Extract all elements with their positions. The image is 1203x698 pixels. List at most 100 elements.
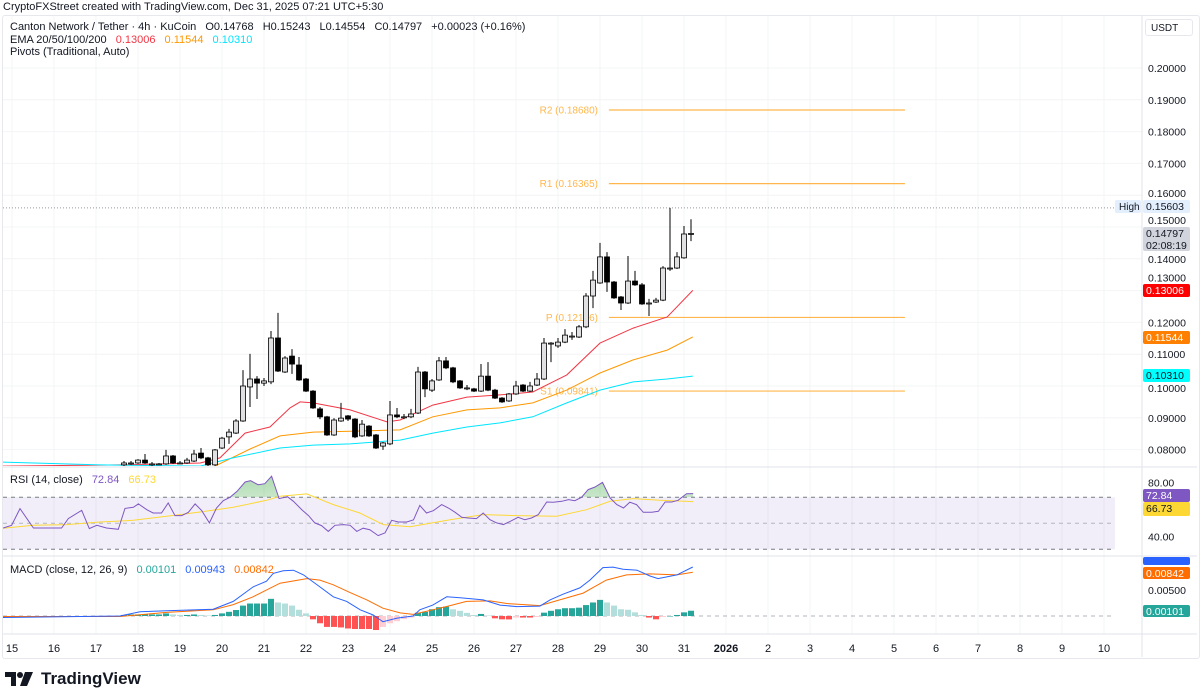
price-pane[interactable]: R2 (0.18680) R1 (0.16365) P (0.12156) S1 (0… bbox=[0, 105, 1115, 466]
currency-selector[interactable]: USDT bbox=[1145, 19, 1193, 36]
candle[interactable] bbox=[555, 337, 561, 348]
candle[interactable] bbox=[338, 402, 344, 422]
candle[interactable] bbox=[527, 381, 533, 393]
macd-label[interactable]: MACD (close, 12, 26, 9) bbox=[10, 564, 128, 576]
candle[interactable] bbox=[177, 461, 183, 465]
ema-label[interactable]: EMA 20/50/100/200 bbox=[10, 34, 107, 46]
candle[interactable] bbox=[205, 456, 211, 466]
candle[interactable] bbox=[639, 282, 645, 305]
candle[interactable] bbox=[548, 342, 554, 363]
candle[interactable] bbox=[471, 387, 477, 393]
candle[interactable] bbox=[492, 388, 498, 400]
candle[interactable] bbox=[478, 364, 484, 393]
candle[interactable] bbox=[646, 298, 652, 317]
candle[interactable] bbox=[296, 357, 302, 381]
candle[interactable] bbox=[163, 449, 169, 465]
candle[interactable] bbox=[394, 407, 400, 419]
candle[interactable] bbox=[583, 293, 589, 329]
candle[interactable] bbox=[380, 441, 386, 450]
candle[interactable] bbox=[247, 353, 253, 407]
macd-pane[interactable] bbox=[0, 566, 1115, 631]
candle[interactable] bbox=[513, 380, 519, 395]
pivots-label[interactable]: Pivots (Traditional, Auto) bbox=[10, 46, 130, 58]
candle[interactable] bbox=[569, 331, 575, 340]
candle[interactable] bbox=[534, 372, 540, 386]
candle[interactable] bbox=[317, 406, 323, 420]
candle[interactable] bbox=[562, 329, 568, 344]
candle[interactable] bbox=[268, 330, 274, 385]
candle[interactable] bbox=[226, 428, 232, 444]
candle[interactable] bbox=[429, 379, 435, 393]
candle[interactable] bbox=[625, 255, 631, 304]
chart-frame bbox=[2, 15, 1200, 659]
candle[interactable] bbox=[667, 207, 673, 271]
candle[interactable] bbox=[618, 296, 624, 310]
candle-body bbox=[457, 380, 463, 389]
candle[interactable] bbox=[156, 462, 162, 466]
candle[interactable] bbox=[366, 425, 372, 437]
ema50-badge: 0.11544 bbox=[1143, 331, 1190, 344]
candle[interactable] bbox=[275, 312, 281, 373]
candle[interactable] bbox=[261, 378, 267, 386]
candle[interactable] bbox=[415, 366, 421, 414]
candle[interactable] bbox=[352, 418, 358, 439]
candle[interactable] bbox=[184, 457, 190, 464]
candle[interactable] bbox=[450, 366, 456, 384]
candle[interactable] bbox=[135, 459, 141, 464]
candle[interactable] bbox=[233, 419, 239, 435]
candle[interactable] bbox=[590, 270, 596, 309]
candle[interactable] bbox=[387, 400, 393, 446]
axes[interactable]: 0.20000 0.19000 0.18000 0.17000 0.16000 0.150… bbox=[6, 63, 1186, 655]
rsi-label[interactable]: RSI (14, close) bbox=[10, 474, 83, 486]
candle[interactable] bbox=[254, 376, 260, 400]
candle[interactable] bbox=[121, 461, 127, 466]
candle-body bbox=[233, 420, 239, 434]
candle[interactable] bbox=[457, 379, 463, 389]
candle[interactable] bbox=[443, 357, 449, 370]
candle[interactable] bbox=[198, 448, 204, 460]
candle[interactable] bbox=[142, 454, 148, 464]
candle[interactable] bbox=[520, 384, 526, 393]
candle[interactable] bbox=[373, 434, 379, 449]
candle[interactable] bbox=[681, 226, 687, 259]
candle[interactable] bbox=[660, 266, 666, 302]
candle[interactable] bbox=[401, 413, 407, 420]
candle[interactable] bbox=[611, 281, 617, 299]
candle[interactable] bbox=[331, 418, 337, 436]
candle[interactable] bbox=[653, 297, 659, 304]
candle[interactable] bbox=[128, 461, 134, 465]
candle[interactable] bbox=[506, 392, 512, 402]
candle[interactable] bbox=[149, 462, 155, 466]
candle[interactable] bbox=[170, 455, 176, 464]
candle[interactable] bbox=[674, 252, 680, 269]
symbol-title[interactable]: Canton Network / Tether · 4h · KuCoin bbox=[10, 21, 197, 33]
time-axis-tick: 20 bbox=[216, 643, 228, 655]
candle[interactable] bbox=[688, 219, 694, 242]
candle[interactable] bbox=[219, 436, 225, 449]
candle[interactable] bbox=[359, 420, 365, 437]
candle[interactable] bbox=[485, 362, 491, 392]
candle[interactable] bbox=[212, 448, 218, 466]
candle[interactable] bbox=[191, 449, 197, 463]
candle[interactable] bbox=[289, 349, 295, 374]
candle[interactable] bbox=[632, 270, 638, 286]
candle[interactable] bbox=[422, 371, 428, 398]
ohlc-open: O0.14768 bbox=[205, 21, 254, 33]
candle[interactable] bbox=[464, 385, 470, 391]
rsi-pane[interactable] bbox=[0, 475, 694, 537]
candle[interactable] bbox=[345, 414, 351, 421]
candle[interactable] bbox=[604, 252, 610, 292]
candle[interactable] bbox=[282, 356, 288, 373]
candle[interactable] bbox=[310, 390, 316, 409]
candle[interactable] bbox=[436, 357, 442, 381]
candle[interactable] bbox=[324, 415, 330, 436]
candle[interactable] bbox=[499, 397, 505, 403]
candle[interactable] bbox=[303, 378, 309, 393]
candle[interactable] bbox=[541, 337, 547, 380]
candle[interactable] bbox=[240, 370, 246, 422]
candle[interactable] bbox=[576, 324, 582, 338]
candle[interactable] bbox=[408, 408, 414, 419]
candle-body bbox=[611, 281, 617, 299]
candle[interactable] bbox=[597, 242, 603, 284]
